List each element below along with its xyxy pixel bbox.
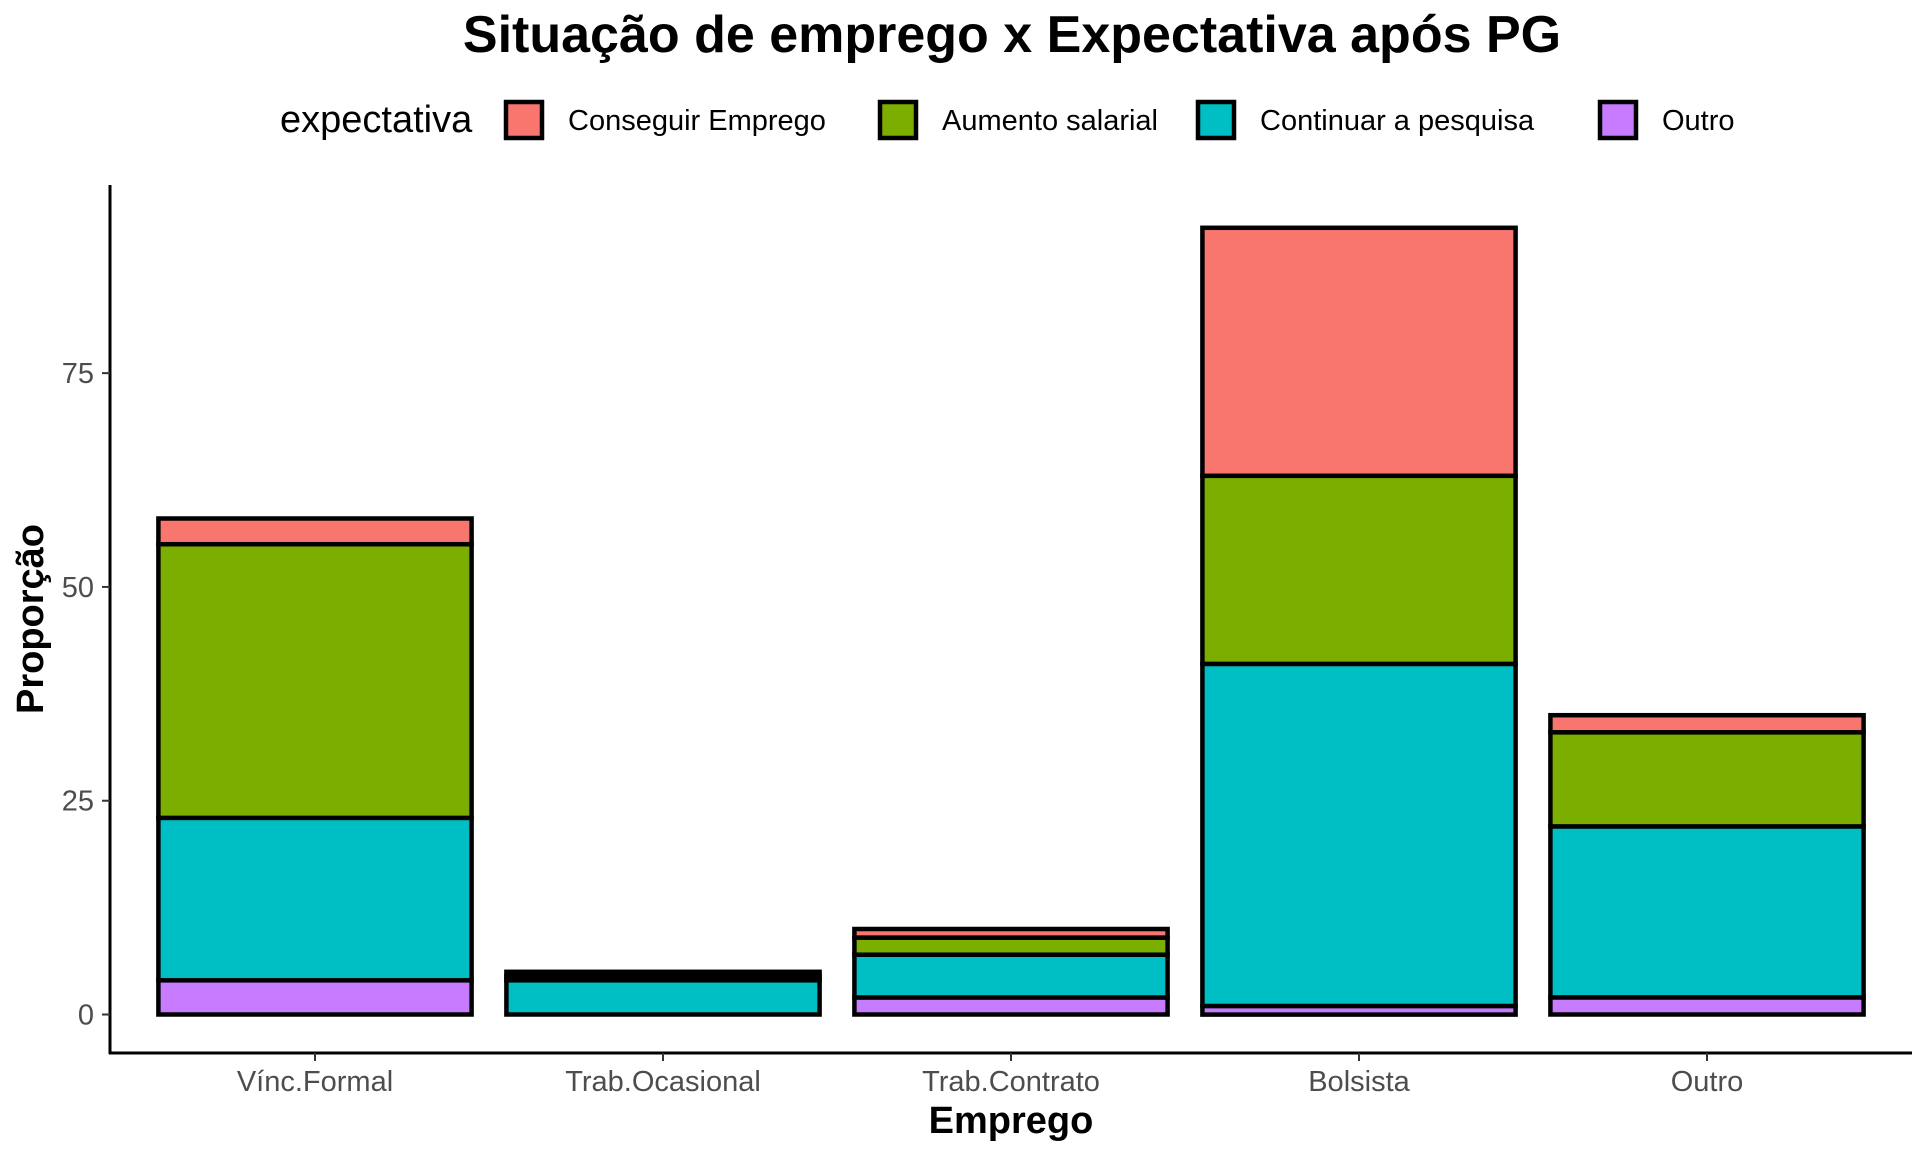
legend-label-continuar-a-pesquisa: Continuar a pesquisa <box>1260 105 1535 137</box>
bar-trab-contrato-continuar-a-pesquisa <box>852 952 1170 1000</box>
legend-key-aumento-salarial <box>877 99 919 141</box>
bar-outro-conseguir-emprego <box>1548 712 1866 735</box>
x-axis-title: Emprego <box>929 1100 1094 1142</box>
bar-bolsista-aumento-salarial <box>1200 473 1518 667</box>
legend: expectativa Conseguir Emprego Aumento sal… <box>280 99 1735 141</box>
bar-bolsista-continuar-a-pesquisa <box>1200 661 1518 1009</box>
legend-label-outro: Outro <box>1662 105 1735 137</box>
bar-outro-aumento-salarial <box>1548 730 1866 829</box>
x-tick-label-outro: Outro <box>1671 1066 1744 1098</box>
x-tick-label-trab-ocasional: Trab.Ocasional <box>565 1066 761 1098</box>
legend-key-conseguir-emprego <box>503 99 545 141</box>
legend-label-aumento-salarial: Aumento salarial <box>942 105 1158 137</box>
bar-trab-contrato-conseguir-emprego <box>852 926 1170 940</box>
x-axis-ticks: Vínc.Formal Trab.Ocasional Trab.Contrato Bo… <box>237 1053 1743 1098</box>
chart-title: Situação de emprego x Expectativa após P… <box>463 6 1561 64</box>
y-tick-label: 75 <box>62 358 94 390</box>
legend-title: expectativa <box>280 99 473 141</box>
bar-vinc-formal-conseguir-emprego <box>156 516 474 547</box>
x-tick-label-vinc-formal: Vínc.Formal <box>237 1066 393 1098</box>
x-tick-label-bolsista: Bolsista <box>1308 1066 1410 1098</box>
legend-key-outro <box>1597 99 1639 141</box>
bar-outro-continuar-a-pesquisa <box>1548 824 1866 1000</box>
bar-vinc-formal-outro <box>156 978 474 1017</box>
legend-key-continuar-a-pesquisa <box>1195 99 1237 141</box>
y-tick-label: 25 <box>62 786 94 818</box>
bar-bolsista-conseguir-emprego <box>1200 225 1518 479</box>
y-axis-title: Proporção <box>10 524 52 714</box>
legend-label-conseguir-emprego: Conseguir Emprego <box>568 105 826 137</box>
y-tick-label: 50 <box>62 572 94 604</box>
y-axis-ticks: 0 25 50 75 <box>62 358 110 1032</box>
x-tick-label-trab-contrato: Trab.Contrato <box>922 1066 1100 1098</box>
bar-vinc-formal-aumento-salarial <box>156 541 474 821</box>
bar-vinc-formal-continuar-a-pesquisa <box>156 815 474 983</box>
y-tick-label: 0 <box>78 1000 94 1032</box>
bar-trab-ocasional-conseguir-emprego <box>504 969 822 979</box>
bar-outro-outro <box>1548 995 1866 1017</box>
plot-area <box>156 225 1866 1017</box>
bar-trab-contrato-outro <box>852 995 1170 1017</box>
bar-trab-ocasional-continuar-a-pesquisa <box>504 978 822 1017</box>
bar-trab-contrato-aumento-salarial <box>852 935 1170 957</box>
